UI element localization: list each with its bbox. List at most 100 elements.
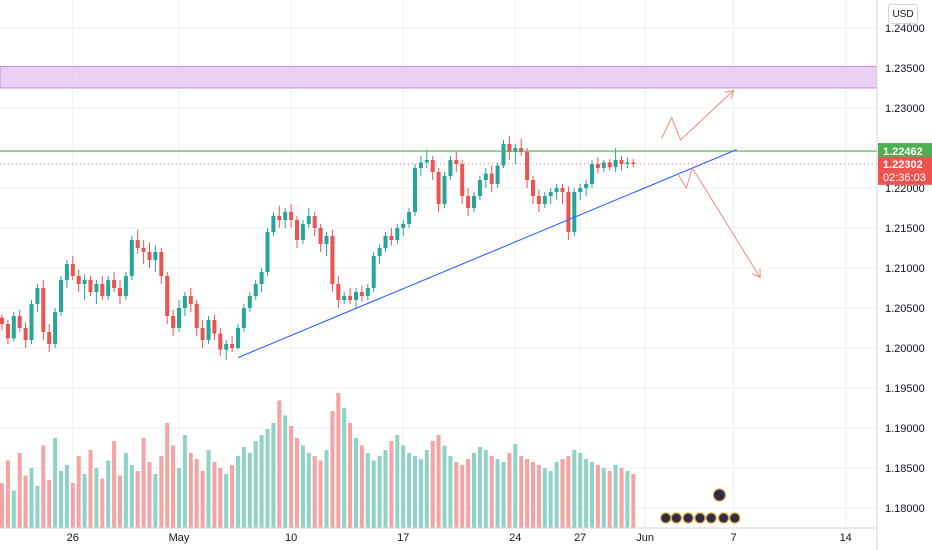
trendline[interactable] xyxy=(237,149,737,359)
candle-body xyxy=(365,288,370,296)
volume-bar xyxy=(595,465,600,528)
volume-bar xyxy=(442,445,447,528)
volume-bar xyxy=(542,468,547,528)
volume-bar xyxy=(0,483,4,528)
last-price-tag[interactable] xyxy=(878,156,932,185)
volume-bar xyxy=(82,474,87,528)
candle-body xyxy=(129,240,134,276)
candle xyxy=(472,192,476,212)
volume-bar xyxy=(88,450,93,528)
candle xyxy=(265,228,270,276)
candle-body xyxy=(159,252,164,276)
candle-body xyxy=(578,188,583,192)
candle xyxy=(607,159,612,171)
candle-body xyxy=(418,162,423,168)
event-marker[interactable] xyxy=(682,512,694,524)
candle xyxy=(436,168,441,212)
candle xyxy=(153,245,158,272)
candle xyxy=(454,152,459,172)
candle-body xyxy=(70,264,75,276)
event-markers[interactable] xyxy=(660,488,741,524)
event-marker[interactable] xyxy=(705,512,717,524)
price-tick-label: 1.24000 xyxy=(885,23,925,35)
volume-bar xyxy=(548,471,553,528)
volume-bar xyxy=(23,475,28,528)
volume-bar xyxy=(525,459,530,528)
date-tick-label: 14 xyxy=(840,532,852,544)
candle-body xyxy=(601,162,606,168)
event-marker[interactable] xyxy=(694,512,706,524)
candle-body xyxy=(324,236,329,244)
volume-bar xyxy=(631,474,636,528)
level-price-tag[interactable] xyxy=(878,143,932,159)
volume-bar xyxy=(236,456,240,528)
candle xyxy=(123,272,128,300)
date-tick-label: 17 xyxy=(397,532,409,544)
drawings[interactable] xyxy=(0,89,877,359)
candle-body xyxy=(188,296,193,304)
bullish-projection-path[interactable] xyxy=(661,90,734,141)
candle-body xyxy=(477,180,482,196)
volume-bar xyxy=(501,462,506,528)
resistance-zone-rect[interactable] xyxy=(0,66,878,89)
candle xyxy=(141,240,146,264)
candle xyxy=(383,232,388,252)
event-marker[interactable] xyxy=(670,512,682,524)
candle-body xyxy=(283,212,288,220)
candle xyxy=(300,220,305,244)
candle-body xyxy=(466,196,471,208)
candle-body xyxy=(348,296,353,300)
candle xyxy=(424,149,429,168)
candle xyxy=(448,156,453,180)
candle xyxy=(460,160,465,204)
time-axis[interactable]: 26 May 10 17 24 27 Jun 7 14 xyxy=(0,527,877,544)
bearish-projection-path[interactable] xyxy=(677,166,761,278)
candle xyxy=(483,168,488,188)
volume-bar xyxy=(253,441,258,528)
candle-body xyxy=(560,188,565,192)
volume-bar xyxy=(566,456,571,528)
candle-body xyxy=(407,212,412,224)
candle xyxy=(601,160,606,172)
candle xyxy=(536,189,541,212)
candle-body xyxy=(106,280,111,296)
volume-bar xyxy=(224,474,229,528)
event-marker[interactable] xyxy=(717,512,730,524)
volume-bar xyxy=(212,462,217,528)
volume-bar xyxy=(206,450,211,528)
candle-body xyxy=(218,333,223,350)
candle-body xyxy=(613,160,618,168)
candle-body xyxy=(354,292,358,300)
candle-body xyxy=(383,236,388,248)
volume-bar xyxy=(100,478,105,528)
candle xyxy=(295,216,299,248)
candle-body xyxy=(206,320,211,340)
event-marker[interactable] xyxy=(660,512,672,524)
volume-bar xyxy=(312,456,317,528)
candle xyxy=(554,184,559,200)
candle-body xyxy=(306,216,311,224)
price-axis[interactable]: 1.240001.235001.230001.225001.220001.215… xyxy=(876,0,932,550)
date-tick-label: 7 xyxy=(731,532,737,544)
candle xyxy=(324,232,329,256)
event-marker[interactable] xyxy=(729,512,741,524)
candle-body xyxy=(236,328,240,348)
candle-body xyxy=(377,248,382,256)
candle-body xyxy=(442,176,447,204)
candle-body xyxy=(595,164,600,168)
candle xyxy=(59,276,63,316)
candle xyxy=(35,284,40,312)
resistance-zone[interactable] xyxy=(0,66,878,89)
volume-bar xyxy=(135,471,140,528)
candle xyxy=(348,288,353,304)
volume-bar xyxy=(112,441,117,528)
candle-body xyxy=(182,296,187,308)
event-marker[interactable] xyxy=(712,488,727,502)
currency-button[interactable]: USD xyxy=(888,4,918,24)
date-tick-label: Jun xyxy=(636,532,654,544)
candle-body xyxy=(389,236,394,240)
volume-bar xyxy=(295,438,299,528)
candle xyxy=(442,172,447,208)
